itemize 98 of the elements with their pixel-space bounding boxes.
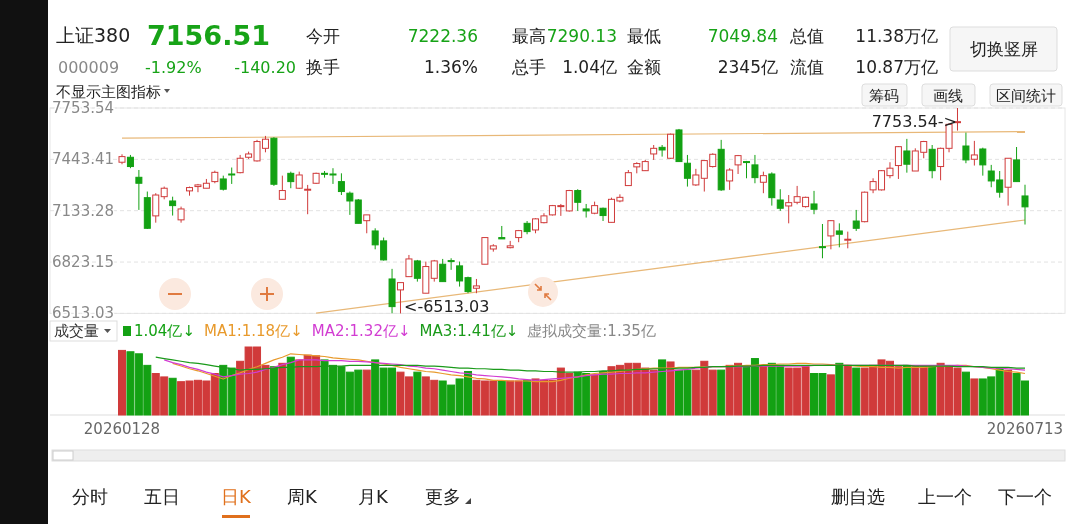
y-tick-label: 7133.28 [52,201,115,220]
series-label: MA2:1.32亿↓ [311,322,411,340]
text: 流值 [790,57,824,77]
x-tick-label: 20260128 [83,420,161,438]
bar [826,374,835,416]
chart-title: 上证380 [56,24,131,46]
candlestick [447,257,455,271]
candlestick [1013,146,1021,183]
annotation: 7753.54-> [871,112,957,131]
x-tick-label: 20260713 [986,420,1064,438]
candlestick [962,132,970,164]
y-tick-label: 7753.54 [52,99,115,117]
bar [118,349,126,416]
bar [523,379,532,416]
chart-title: 成交量 [54,322,99,340]
text: 不显示主图指标 [56,83,161,101]
text: 删自选 [831,486,885,507]
series-label: MA1:1.18亿↓ [203,322,303,340]
text: -1.92% [145,58,202,77]
text: 区间统计 [996,87,1056,105]
text: 筹码 [869,87,899,105]
text: 1.36% [423,57,478,77]
candlestick [337,172,345,196]
candlestick [574,188,582,212]
bar [759,364,768,416]
bar [970,378,979,416]
text: 更多 [425,486,461,507]
candlestick [810,190,818,215]
candlestick [776,188,784,212]
text: 7290.13 [546,26,617,46]
legend-label: 1.04亿↓ [134,322,195,340]
text: 11.38万亿 [855,26,938,46]
candlestick [726,167,734,191]
text: 月K [358,486,390,507]
candlestick [683,154,691,188]
annotation: <-6513.03 [404,297,490,316]
bar [497,380,506,416]
bar [1004,369,1013,416]
candlestick [903,138,911,174]
text: 7049.84 [707,26,778,46]
text: 下一个 [998,486,1052,507]
candlestick [278,175,286,200]
text: 金额 [627,57,661,77]
candlestick [928,144,936,179]
text: 2345亿 [717,57,778,77]
series-label: MA3:1.41亿↓ [419,322,519,340]
candlestick [439,258,447,283]
candlestick [835,222,843,248]
candlestick [363,214,371,234]
candlestick [135,169,143,211]
text: 分时 [72,486,108,507]
text: 今开 [306,26,340,46]
text: 1.04亿 [562,57,617,77]
bar [278,362,287,416]
candlestick [768,171,776,207]
text: 最低 [627,26,661,46]
candlestick [152,192,160,224]
candlestick [658,144,666,158]
y-tick-label: 6823.15 [52,253,115,272]
bar [362,369,371,416]
text: 7222.36 [407,26,478,46]
text: 切换竖屏 [970,39,1038,59]
y-tick-label: 6513.03 [52,304,115,323]
bar [961,371,970,416]
candlestick [827,219,835,250]
candlestick [818,223,826,259]
candlestick [304,184,312,215]
text: 总值 [789,26,824,46]
bar [590,374,599,416]
bar [413,371,422,416]
bar [843,364,852,416]
text: 周K [287,486,319,507]
text: 画线 [933,87,963,105]
candlestick [397,282,404,314]
text: 五日 [144,486,180,507]
bar [168,377,177,416]
candlestick [759,171,767,194]
text: 000009 [58,58,120,77]
candlestick [169,196,177,217]
bar [717,369,726,416]
text: 日K [221,486,253,507]
bar [666,361,675,416]
text: 虚拟成交量:1.35亿 [527,322,656,340]
text: -140.20 [234,58,296,77]
candlestick [979,147,987,177]
candlestick [970,140,978,167]
text: 最高 [512,26,546,46]
candlestick [405,254,413,278]
candlestick [1021,184,1029,226]
candlestick [852,209,860,232]
text: 换手 [306,57,340,77]
text: 总手 [511,57,546,77]
text: 上一个 [918,486,972,507]
candlestick [894,145,902,180]
text: 10.87万亿 [855,57,938,77]
text: 7156.51 [147,20,270,51]
candlestick [751,154,759,184]
y-tick-label: 7443.41 [52,150,115,169]
